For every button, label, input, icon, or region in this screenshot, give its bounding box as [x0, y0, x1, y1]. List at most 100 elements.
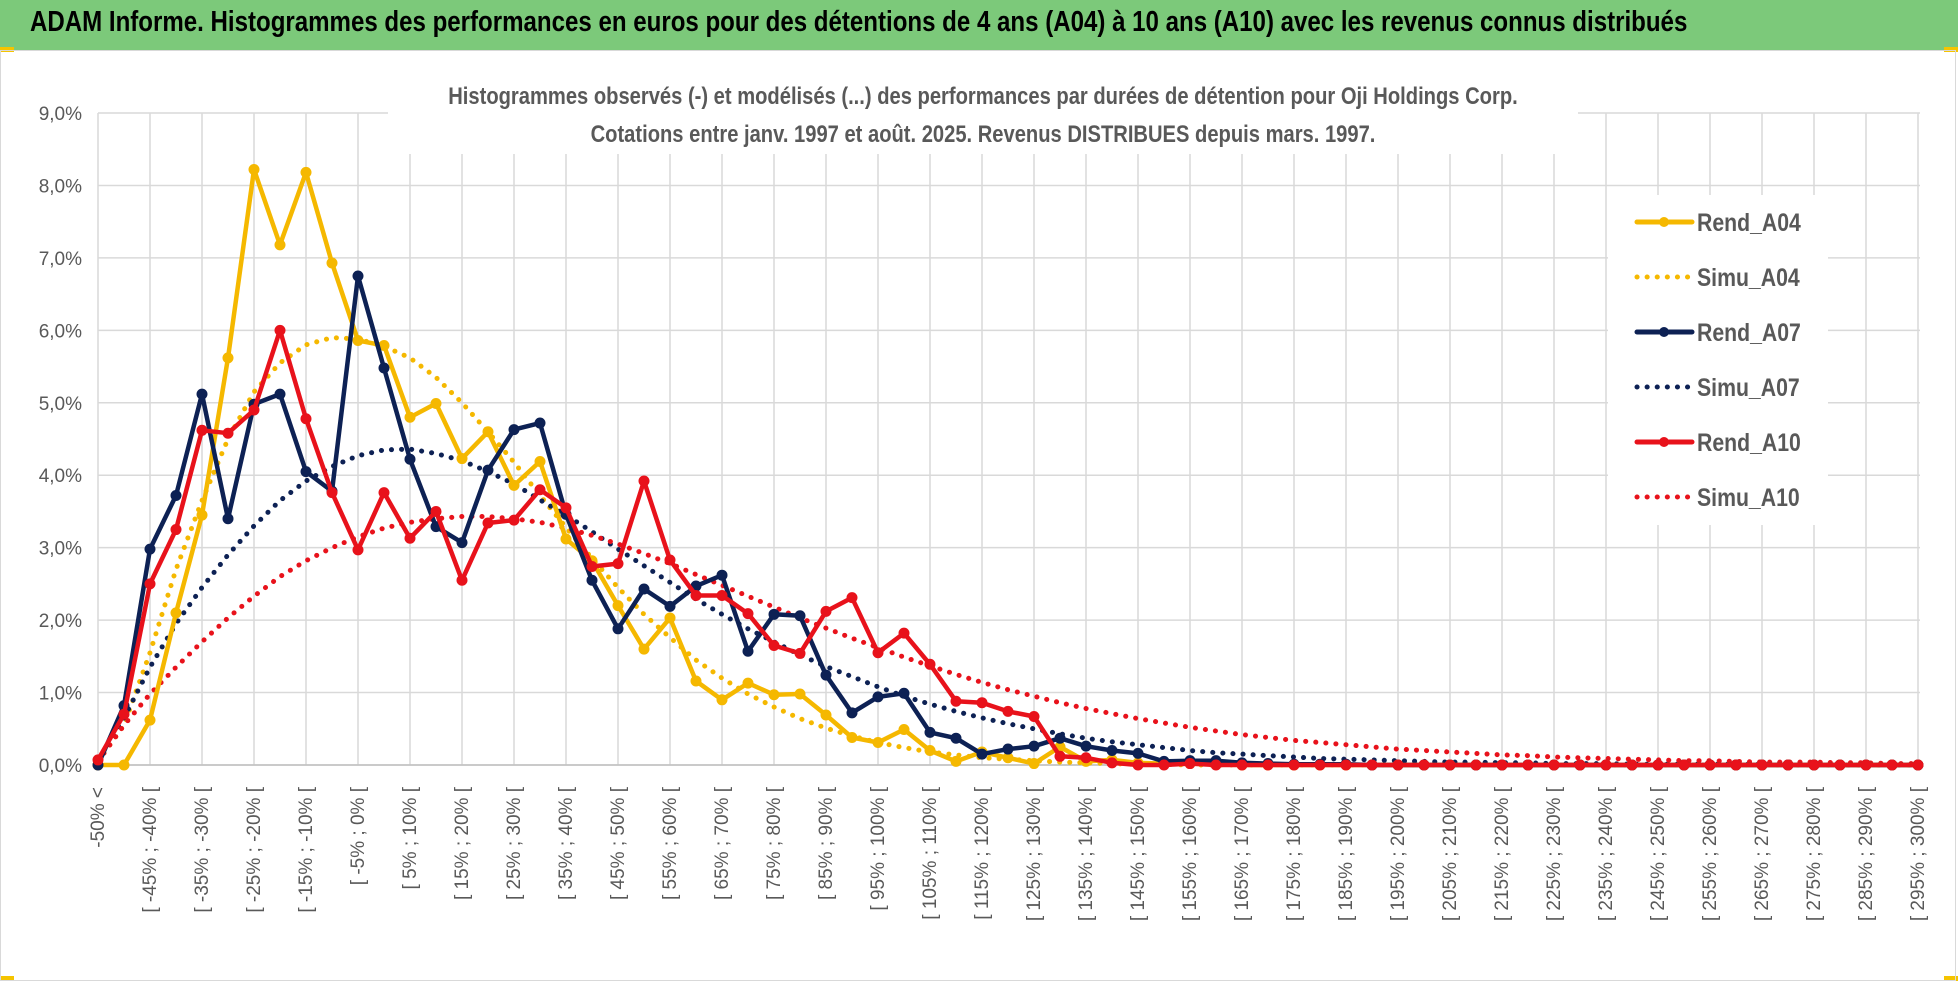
- x-tick-label: [ -25% ; -20% [: [244, 786, 265, 912]
- x-tick-label: [ 95% ; 100% [: [868, 786, 889, 910]
- data-point-rend-a04: [560, 533, 572, 545]
- data-point-rend-a10: [1756, 759, 1768, 771]
- data-point-rend-a10: [1652, 759, 1664, 771]
- x-tick-label: [ 55% ; 60% [: [660, 786, 681, 900]
- data-point-rend-a10: [1704, 759, 1716, 771]
- data-point-rend-a10: [820, 605, 832, 617]
- data-point-rend-a07: [456, 537, 468, 549]
- data-point-rend-a10: [560, 502, 572, 514]
- data-point-rend-a04: [664, 612, 676, 624]
- data-point-rend-a07: [820, 669, 832, 681]
- data-point-rend-a10: [1340, 759, 1352, 771]
- data-point-rend-a10: [144, 578, 156, 590]
- data-point-rend-a04: [768, 689, 780, 701]
- data-point-rend-a04: [950, 755, 962, 767]
- data-point-rend-a10: [612, 558, 624, 570]
- x-tick-label: [ 155% ; 160% [: [1180, 786, 1201, 921]
- data-point-rend-a10: [1210, 759, 1222, 771]
- data-point-rend-a07: [638, 583, 650, 595]
- x-tick-label: [ 165% ; 170% [: [1232, 786, 1253, 921]
- x-tick-label: [ 245% ; 250% [: [1648, 786, 1669, 921]
- y-tick-label: 8,0%: [39, 176, 82, 197]
- data-point-rend-a04: [742, 677, 754, 689]
- data-point-rend-a10: [482, 517, 494, 529]
- data-point-rend-a10: [1678, 759, 1690, 771]
- data-point-rend-a10: [326, 487, 338, 499]
- x-tick-label: [ 285% ; 290% [: [1856, 786, 1877, 921]
- chart-frame: [0, 50, 1956, 981]
- x-tick-label: [ -5% ; 0% [: [348, 786, 369, 885]
- legend-marker: [1659, 437, 1669, 447]
- x-tick-label: [ 205% ; 210% [: [1440, 786, 1461, 921]
- data-point-rend-a04: [1028, 758, 1040, 770]
- data-point-rend-a04: [196, 509, 208, 521]
- y-tick-label: 2,0%: [39, 611, 82, 632]
- data-point-rend-a10: [508, 514, 520, 526]
- data-point-rend-a10: [1392, 759, 1404, 771]
- data-point-rend-a10: [1080, 752, 1092, 764]
- data-point-rend-a10: [872, 647, 884, 659]
- data-point-rend-a10: [1860, 759, 1872, 771]
- data-point-rend-a04: [118, 759, 130, 771]
- x-tick-label: [ 215% ; 220% [: [1492, 786, 1513, 921]
- legend-marker: [1659, 217, 1669, 227]
- data-point-rend-a10: [222, 427, 234, 439]
- data-point-rend-a10: [1158, 759, 1170, 771]
- data-point-rend-a07: [378, 362, 390, 374]
- data-point-rend-a10: [768, 639, 780, 651]
- x-tick-label: [ 295% ; 300% [: [1908, 786, 1929, 921]
- data-point-rend-a07: [482, 464, 494, 476]
- x-axis: -50% < [ -45% ; -40% [[ -35% ; -30% [[ -2…: [88, 786, 1929, 921]
- legend-label: Rend_A10: [1697, 428, 1801, 456]
- x-tick-label: [ -45% ; -40% [: [140, 786, 161, 912]
- data-point-rend-a04: [820, 709, 832, 721]
- data-point-rend-a10: [1574, 759, 1586, 771]
- data-point-rend-a10: [300, 413, 312, 425]
- y-tick-label: 5,0%: [39, 394, 82, 415]
- data-point-rend-a10: [118, 708, 130, 720]
- data-point-rend-a10: [1470, 759, 1482, 771]
- data-point-rend-a10: [846, 592, 858, 604]
- data-point-rend-a04: [794, 688, 806, 700]
- data-point-rend-a07: [976, 748, 988, 760]
- x-tick-label: [ 105% ; 110% [: [920, 786, 941, 919]
- data-point-rend-a07: [950, 732, 962, 744]
- data-point-rend-a10: [248, 404, 260, 416]
- y-axis: 0,0% 1,0% 2,0% 3,0% 4,0% 5,0% 6,0% 7,0% 8,0% 9,0%: [39, 104, 82, 777]
- x-tick-label: [ 125% ; 130% [: [1024, 786, 1045, 921]
- data-point-rend-a10: [92, 754, 104, 766]
- data-point-rend-a10: [690, 589, 702, 601]
- chart-title: Histogrammes observés (-) et modélisés (…: [388, 74, 1578, 154]
- data-point-rend-a10: [976, 697, 988, 709]
- data-point-rend-a07: [872, 691, 884, 703]
- data-point-rend-a10: [716, 589, 728, 601]
- chart-title-line-2: Cotations entre janv. 1997 et août. 2025…: [591, 120, 1376, 147]
- x-tick-label: [ 25% ; 30% [: [504, 786, 525, 900]
- data-point-rend-a10: [742, 608, 754, 620]
- y-tick-label: 4,0%: [39, 466, 82, 487]
- data-point-rend-a10: [586, 561, 598, 573]
- y-tick-label: 1,0%: [39, 684, 82, 705]
- data-point-rend-a10: [1288, 759, 1300, 771]
- x-tick-label: [ 185% ; 190% [: [1336, 786, 1357, 921]
- report-banner: ADAM Informe. Histogrammes des performan…: [0, 0, 1958, 50]
- data-point-rend-a10: [456, 574, 468, 586]
- data-point-rend-a10: [1132, 759, 1144, 771]
- data-point-rend-a10: [170, 524, 182, 536]
- data-point-rend-a04: [612, 600, 624, 612]
- chart-title-line-1: Histogrammes observés (-) et modélisés (…: [448, 82, 1517, 109]
- data-point-rend-a04: [898, 724, 910, 736]
- data-point-rend-a04: [456, 453, 468, 465]
- y-tick-label: 0,0%: [39, 756, 82, 777]
- legend-label: Simu_A04: [1697, 263, 1800, 291]
- y-tick-label: 6,0%: [39, 321, 82, 342]
- data-point-rend-a10: [1444, 759, 1456, 771]
- data-point-rend-a10: [664, 554, 676, 566]
- data-point-rend-a10: [1782, 759, 1794, 771]
- data-point-rend-a07: [846, 707, 858, 719]
- data-point-rend-a10: [1314, 759, 1326, 771]
- data-point-rend-a10: [352, 544, 364, 556]
- data-point-rend-a04: [846, 731, 858, 743]
- data-point-rend-a04: [274, 239, 286, 251]
- data-point-rend-a10: [1548, 759, 1560, 771]
